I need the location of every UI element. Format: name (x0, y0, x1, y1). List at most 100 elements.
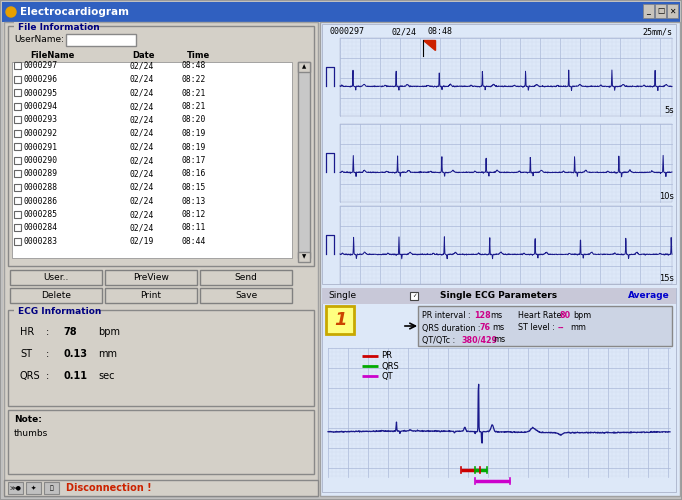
Bar (8, 310, 314, 406)
Text: 02/24: 02/24 (130, 116, 154, 124)
Text: 02/24: 02/24 (130, 210, 154, 219)
Bar (4, 22, 318, 496)
Text: QT: QT (381, 372, 393, 380)
Text: PR: PR (381, 352, 392, 360)
Text: 0000289: 0000289 (24, 170, 58, 178)
Bar (14, 116, 21, 123)
Text: 380/429: 380/429 (462, 336, 498, 344)
Text: 0000283: 0000283 (24, 237, 58, 246)
Text: 0000285: 0000285 (24, 210, 58, 219)
Text: Note:: Note: (14, 416, 42, 424)
Text: Electrocardiogram: Electrocardiogram (20, 7, 129, 17)
Bar (655, 4, 666, 18)
Text: 78: 78 (63, 327, 76, 337)
Text: ✦: ✦ (31, 486, 36, 490)
Bar (8, 482, 23, 494)
Text: 0000288: 0000288 (24, 183, 58, 192)
Text: 08:17: 08:17 (182, 156, 207, 165)
Text: Average: Average (628, 292, 670, 300)
Text: 76: 76 (480, 324, 491, 332)
Text: ST: ST (20, 349, 32, 359)
Text: 08:15: 08:15 (182, 183, 207, 192)
Text: ms: ms (490, 312, 502, 320)
Text: 02/24: 02/24 (130, 196, 154, 205)
Text: bpm: bpm (98, 327, 120, 337)
Text: 25mm/s: 25mm/s (642, 28, 672, 36)
Bar (200, 288, 292, 303)
Text: 1: 1 (333, 311, 346, 329)
Bar (14, 76, 21, 82)
Text: FileName: FileName (30, 52, 74, 60)
Text: User..: User.. (44, 273, 69, 282)
Text: 0000291: 0000291 (24, 142, 58, 152)
Text: 08:48: 08:48 (427, 28, 452, 36)
Bar (2, 2, 680, 22)
Bar (14, 89, 21, 96)
Text: 08:11: 08:11 (182, 224, 207, 232)
Bar (340, 38, 672, 116)
Text: 08:16: 08:16 (182, 170, 207, 178)
Bar (326, 306, 354, 334)
Text: ECG Information: ECG Information (18, 306, 102, 316)
Text: _: _ (647, 6, 651, 16)
Text: 02/24: 02/24 (130, 75, 154, 84)
Text: 02/24: 02/24 (130, 129, 154, 138)
Bar (66, 34, 136, 46)
Text: mm: mm (570, 324, 586, 332)
Text: 0000297: 0000297 (24, 62, 58, 70)
Bar (298, 62, 310, 72)
Text: 02/19: 02/19 (130, 237, 154, 246)
Text: Heart Rate:: Heart Rate: (518, 312, 564, 320)
Text: Save: Save (235, 291, 257, 300)
Text: :: : (46, 371, 49, 381)
Bar (667, 4, 678, 18)
Text: ✕: ✕ (669, 6, 676, 16)
Text: 0.13: 0.13 (63, 349, 87, 359)
Bar (10, 270, 102, 285)
Bar (14, 170, 21, 177)
Text: 🖥: 🖥 (50, 485, 53, 491)
Text: :: : (46, 327, 49, 337)
Text: 08:48: 08:48 (182, 62, 207, 70)
Bar (8, 26, 314, 266)
Text: 10s: 10s (659, 192, 674, 201)
Text: Disconnection !: Disconnection ! (66, 483, 151, 493)
Text: 08:22: 08:22 (182, 75, 207, 84)
Text: Time: Time (187, 52, 210, 60)
Text: 0000293: 0000293 (24, 116, 58, 124)
Text: 0000295: 0000295 (24, 88, 58, 98)
Text: 08:12: 08:12 (182, 210, 207, 219)
Text: 02/24: 02/24 (130, 183, 154, 192)
Text: 02/24: 02/24 (130, 62, 154, 70)
Bar (10, 288, 102, 303)
Bar (14, 130, 21, 136)
Bar (14, 306, 96, 315)
Bar (14, 143, 21, 150)
Bar (14, 184, 21, 190)
Bar (322, 288, 676, 304)
Text: ▲: ▲ (302, 64, 306, 70)
Text: 08:20: 08:20 (182, 116, 207, 124)
Bar (26, 482, 41, 494)
Bar (14, 62, 21, 69)
Bar (320, 22, 680, 496)
Text: 0000286: 0000286 (24, 196, 58, 205)
Text: 5s: 5s (664, 106, 674, 115)
Bar (14, 102, 21, 110)
Bar (12, 62, 292, 258)
Text: --: -- (558, 324, 565, 332)
Text: 02/24: 02/24 (130, 224, 154, 232)
Text: 08:44: 08:44 (182, 237, 207, 246)
Text: :: : (46, 349, 49, 359)
Bar (200, 270, 292, 285)
Bar (14, 156, 21, 164)
Text: PreView: PreView (133, 273, 169, 282)
Text: File Information: File Information (18, 22, 100, 32)
Text: ▼: ▼ (302, 254, 306, 260)
Bar (328, 348, 670, 477)
Bar (643, 4, 654, 18)
Bar (322, 288, 676, 492)
Bar (105, 270, 197, 285)
Text: 0000294: 0000294 (24, 102, 58, 111)
Text: PR interval :: PR interval : (422, 312, 471, 320)
